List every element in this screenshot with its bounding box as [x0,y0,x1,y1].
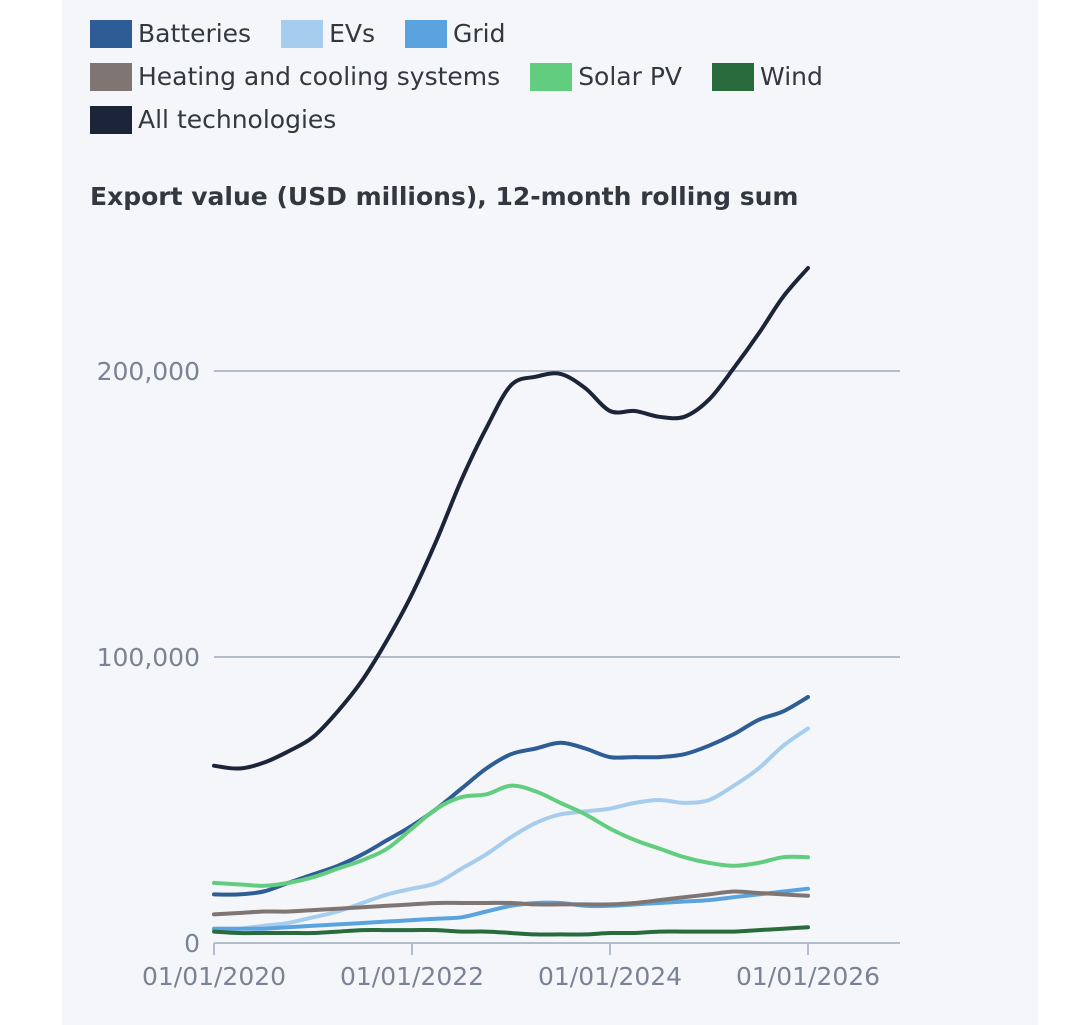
chart-panel [62,0,1038,1025]
x-tick-label: 01/01/2026 [736,962,880,991]
tick-labels: 0 100,000 200,000 01/01/2020 01/01/2022 01/01… [97,357,880,991]
legend-row: Batteries EVs Grid [90,12,970,55]
series-line-evs[interactable] [212,726,810,931]
legend-label: Solar PV [578,62,683,91]
gridlines [214,370,900,658]
legend-swatch [281,19,324,48]
chart-title: Export value (USD millions), 12-month ro… [90,182,799,211]
series-line-heating-and-cooling-systems[interactable] [212,889,810,917]
x-tick-label: 01/01/2022 [340,962,484,991]
x-tick-label: 01/01/2020 [142,962,286,991]
legend-item-grid[interactable]: Grid [405,19,506,48]
legend-label: All technologies [138,105,337,134]
legend-label: Grid [453,19,506,48]
x-axis [213,942,900,955]
y-tick-label: 100,000 [97,643,200,672]
legend-item-wind[interactable]: Wind [712,62,823,91]
legend-swatch [90,62,132,91]
series-line-wind[interactable] [212,925,810,937]
legend-swatch [530,62,573,91]
legend-label: Heating and cooling systems [138,62,501,91]
legend-row: Heating and cooling systems Solar PV Win… [90,55,970,98]
legend-swatch [712,62,755,91]
legend-row: All technologies [90,98,970,141]
legend-item-batteries[interactable]: Batteries [90,19,251,48]
legend-label: Batteries [138,19,252,48]
series-lines [212,266,810,937]
series-line-grid[interactable] [212,886,810,931]
legend-swatch [405,19,448,48]
series-line-all-technologies[interactable] [212,266,810,771]
legend: Batteries EVs Grid Heating and cooling s… [90,12,970,141]
legend-swatch [90,19,132,48]
series-line-batteries[interactable] [212,695,810,897]
series-line-solar-pv[interactable] [212,783,810,888]
legend-item-all-technologies[interactable]: All technologies [90,105,336,134]
legend-item-heating-cooling[interactable]: Heating and cooling systems [90,62,500,91]
legend-swatch [90,105,132,134]
y-tick-label: 0 [184,929,200,958]
legend-label: Wind [760,62,823,91]
legend-item-solar-pv[interactable]: Solar PV [530,62,682,91]
y-tick-label: 200,000 [97,357,200,386]
legend-label: EVs [329,19,376,48]
x-tick-label: 01/01/2024 [538,962,682,991]
legend-item-evs[interactable]: EVs [281,19,375,48]
